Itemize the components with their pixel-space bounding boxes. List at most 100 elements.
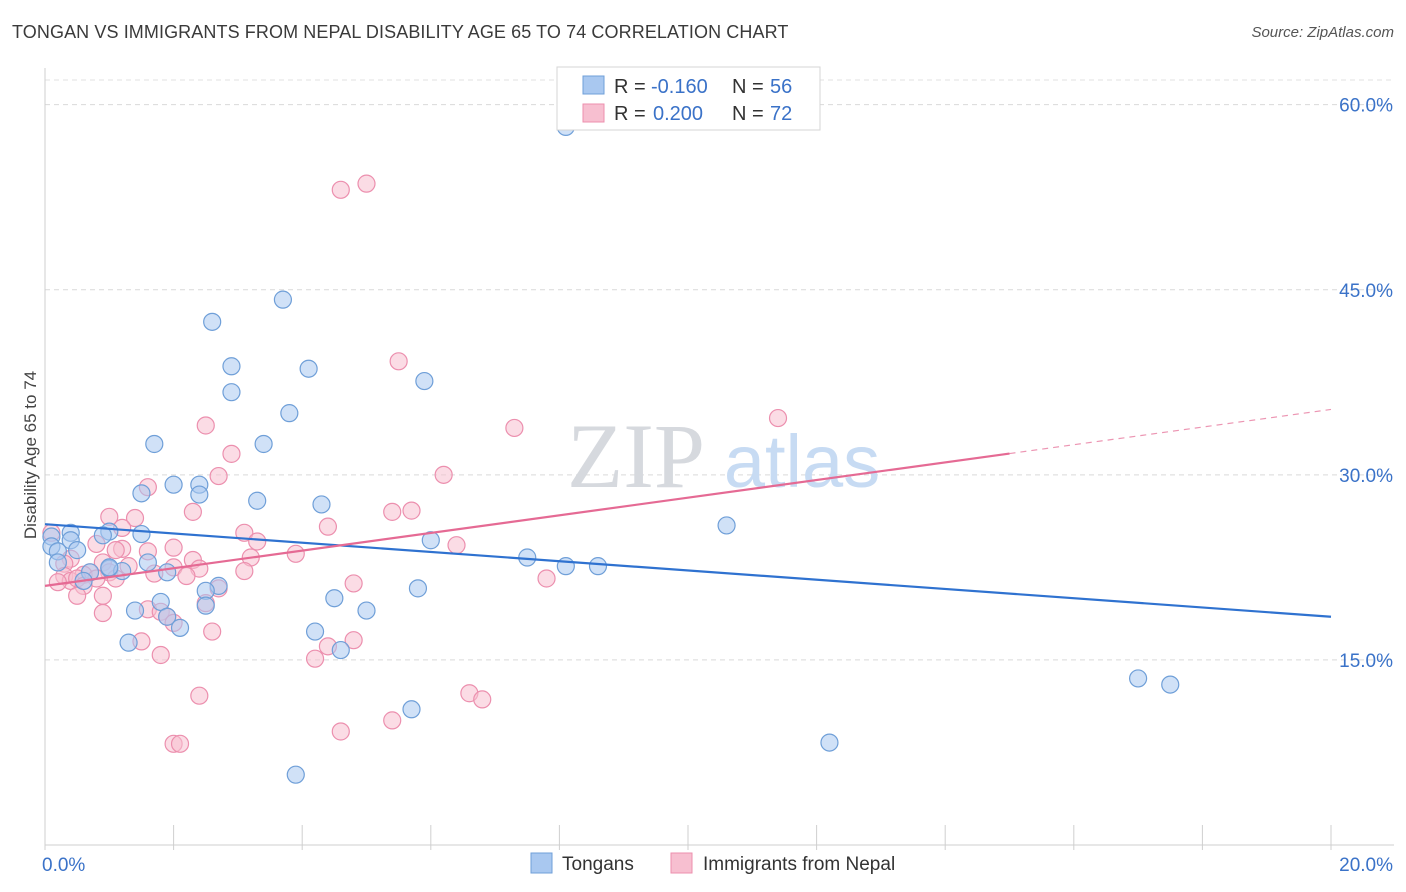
data-point bbox=[222, 444, 241, 463]
data-point bbox=[183, 502, 202, 521]
data-point bbox=[415, 371, 434, 391]
data-point bbox=[331, 640, 350, 660]
data-point bbox=[164, 538, 183, 557]
legend-n-label: N = bbox=[732, 103, 764, 125]
data-point bbox=[125, 601, 145, 620]
data-point bbox=[158, 563, 177, 582]
data-point bbox=[505, 418, 524, 438]
data-point bbox=[68, 541, 87, 560]
data-point bbox=[402, 700, 421, 719]
data-point bbox=[408, 579, 428, 598]
legend-r-label: R = bbox=[614, 103, 646, 125]
data-point bbox=[93, 603, 112, 623]
data-point bbox=[106, 541, 125, 560]
data-point bbox=[145, 434, 164, 454]
x-tick-label: 20.0% bbox=[1339, 855, 1393, 876]
legend-stats: R = -0.160 N = 56 R = 0.200 N = 72 bbox=[556, 66, 821, 131]
data-point bbox=[93, 526, 112, 545]
data-point bbox=[248, 491, 267, 510]
data-point bbox=[286, 765, 305, 784]
legend-series: Tongans Immigrants from Nepal bbox=[530, 852, 895, 875]
data-point bbox=[119, 633, 138, 652]
watermark: ZIP atlas bbox=[567, 405, 880, 507]
data-point bbox=[280, 404, 299, 423]
legend-n-label: N = bbox=[732, 76, 764, 98]
data-point bbox=[305, 622, 325, 641]
data-point bbox=[138, 553, 157, 572]
legend-n-value: 56 bbox=[770, 76, 792, 98]
legend-n-value: 72 bbox=[770, 103, 792, 125]
legend-swatch-nepal bbox=[582, 103, 605, 123]
trend-lines bbox=[44, 408, 1332, 618]
data-point bbox=[421, 531, 440, 550]
y-tick-label: 60.0% bbox=[1339, 96, 1393, 117]
watermark-zip: ZIP bbox=[567, 405, 705, 507]
data-point bbox=[132, 484, 151, 503]
data-point bbox=[473, 690, 492, 709]
data-point bbox=[203, 622, 222, 641]
trend-line-extension bbox=[1009, 408, 1332, 455]
data-point bbox=[383, 502, 402, 521]
y-axis-label: Disability Age 65 to 74 bbox=[21, 371, 40, 539]
data-point bbox=[164, 475, 183, 494]
data-point bbox=[389, 352, 408, 371]
data-point bbox=[190, 485, 209, 504]
data-point bbox=[717, 516, 736, 535]
data-point bbox=[537, 569, 556, 588]
data-point bbox=[235, 523, 254, 542]
tick-labels: 15.0% 30.0% 45.0% 60.0% 0.0% 20.0% bbox=[42, 96, 1393, 876]
data-point bbox=[402, 501, 421, 520]
data-point bbox=[383, 711, 402, 730]
data-point bbox=[273, 290, 293, 309]
legend-r-value: 0.200 bbox=[653, 103, 703, 125]
data-point bbox=[196, 416, 215, 435]
data-point bbox=[447, 536, 466, 555]
data-point bbox=[1161, 675, 1180, 694]
trend-line bbox=[44, 452, 1010, 587]
legend-swatch-nepal bbox=[670, 852, 693, 874]
data-point bbox=[158, 607, 177, 626]
data-point bbox=[588, 557, 608, 576]
x-tick-label: 0.0% bbox=[42, 855, 85, 876]
data-point bbox=[286, 544, 305, 563]
axes bbox=[44, 68, 1394, 850]
data-point bbox=[170, 734, 190, 753]
data-point bbox=[768, 408, 788, 428]
data-point bbox=[305, 649, 325, 668]
data-point bbox=[248, 532, 267, 551]
data-point bbox=[235, 561, 254, 581]
data-point bbox=[170, 618, 190, 637]
data-point bbox=[100, 558, 119, 577]
data-point bbox=[48, 553, 67, 572]
y-tick-label: 15.0% bbox=[1339, 651, 1393, 672]
data-point bbox=[125, 508, 145, 528]
legend-r-label: R = bbox=[614, 76, 646, 98]
y-tick-label: 30.0% bbox=[1339, 466, 1393, 487]
data-point bbox=[357, 174, 376, 193]
data-point bbox=[820, 733, 839, 752]
legend-label-nepal: Immigrants from Nepal bbox=[703, 854, 895, 875]
data-point bbox=[254, 434, 273, 454]
data-point bbox=[434, 465, 453, 484]
data-point bbox=[93, 586, 112, 605]
y-tick-label: 45.0% bbox=[1339, 281, 1393, 302]
data-point bbox=[222, 383, 241, 402]
data-point bbox=[48, 573, 67, 592]
data-point bbox=[325, 589, 344, 608]
data-point bbox=[209, 466, 228, 486]
data-point bbox=[1128, 669, 1148, 688]
trend-line bbox=[44, 523, 1332, 618]
data-point bbox=[299, 359, 318, 378]
source-credit: Source: ZipAtlas.com bbox=[1251, 24, 1394, 41]
legend-label-tongans: Tongans bbox=[562, 854, 634, 875]
legend-r-value: -0.160 bbox=[651, 76, 708, 98]
legend-swatch-tongans bbox=[582, 75, 605, 95]
data-point bbox=[331, 180, 350, 199]
data-point bbox=[318, 517, 338, 536]
data-point bbox=[344, 631, 363, 650]
data-point bbox=[203, 312, 222, 331]
data-point bbox=[177, 566, 196, 586]
data-point bbox=[196, 596, 215, 615]
data-point bbox=[132, 524, 151, 544]
